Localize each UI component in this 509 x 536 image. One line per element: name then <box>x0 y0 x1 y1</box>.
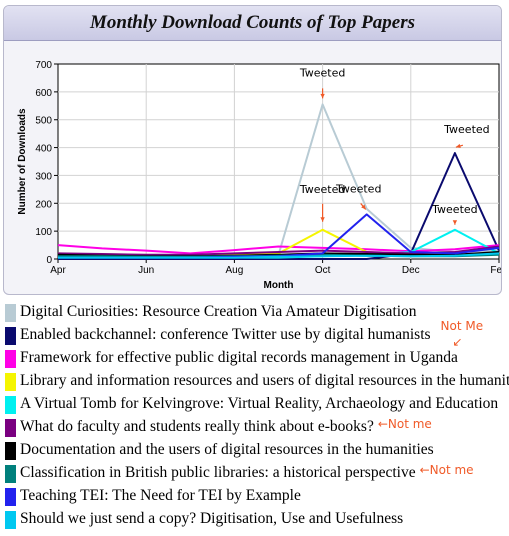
not-me-note: ←Not me <box>420 463 474 477</box>
legend-swatch <box>5 373 16 391</box>
legend-item: Documentation and the users of digital r… <box>5 440 509 463</box>
note-arrow-icon: ← <box>377 417 388 431</box>
chart-title: Monthly Download Counts of Top Papers <box>89 12 415 33</box>
legend-item: A Virtual Tomb for Kelvingrove: Virtual … <box>5 394 509 417</box>
x-tick-label: Apr <box>50 265 66 276</box>
legend-item: Library and information resources and us… <box>5 371 509 394</box>
annotation-label: Tweeted <box>299 66 346 79</box>
legend-item: What do faculty and students really thin… <box>5 417 509 440</box>
chart-panel: Monthly Download Counts of Top Papers 0 1… <box>3 5 502 295</box>
plot-background <box>57 63 500 260</box>
title-bar: Monthly Download Counts of Top Papers <box>4 6 501 41</box>
legend-label: Library and information resources and us… <box>20 372 509 389</box>
annotation-arrowhead <box>320 217 325 222</box>
series-line <box>58 252 500 259</box>
legend-label: Digital Curiosities: Resource Creation V… <box>20 303 417 320</box>
note-text: Not Me <box>440 319 484 333</box>
annotation-label: Tweeted <box>335 182 382 195</box>
legend-swatch <box>5 304 16 322</box>
annotation-arrowhead <box>455 143 461 148</box>
y-tick-label: 0 <box>46 255 52 266</box>
x-axis-label: Month <box>264 280 294 291</box>
legend-swatch <box>5 327 16 345</box>
legend-label: What do faculty and students really thin… <box>20 418 374 435</box>
legend-label: Should we just send a copy? Digitisation… <box>20 510 404 527</box>
y-tick-label: 500 <box>35 116 52 127</box>
x-tick-label: Oct <box>315 265 331 276</box>
not-me-note: ←Not me <box>378 417 432 431</box>
legend-label: A Virtual Tomb for Kelvingrove: Virtual … <box>20 395 499 412</box>
annotation-arrowhead <box>320 93 325 99</box>
annotation-arrowhead <box>361 204 366 210</box>
y-tick-label: 100 <box>35 227 52 238</box>
legend-label: Enabled backchannel: conference Twitter … <box>20 326 431 343</box>
legend-label: Teaching TEI: The Need for TEI by Exampl… <box>20 487 301 504</box>
note-arrow-icon: ← <box>419 463 430 477</box>
legend-swatch <box>5 396 16 414</box>
legend-label: Classification in British public librari… <box>20 464 416 481</box>
y-tick-label: 300 <box>35 171 52 182</box>
annotation-label: Tweeted <box>443 123 490 136</box>
x-tick-label: Aug <box>226 265 244 276</box>
annotation-arrowhead <box>452 220 458 225</box>
x-tick-label: Jun <box>138 265 154 276</box>
series-line <box>57 244 500 255</box>
note-text: Not me <box>429 463 474 477</box>
legend-swatch <box>5 442 16 460</box>
legend-swatch <box>5 465 16 483</box>
legend-label: Documentation and the users of digital r… <box>20 441 434 458</box>
x-tick-label: Feb <box>490 265 502 276</box>
plot-area: 0 100 200 300 400 500 600 700 Apr Jun Aug Oct Dec Feb… <box>17 60 502 291</box>
y-tick-label: 700 <box>35 60 52 71</box>
series-line <box>58 152 500 260</box>
note-text: Not me <box>387 417 432 431</box>
legend: Digital Curiosities: Resource Creation V… <box>5 302 509 532</box>
annotation-label: Tweeted <box>299 183 346 196</box>
legend-item: Teaching TEI: The Need for TEI by Exampl… <box>5 486 509 509</box>
legend-swatch <box>5 488 16 506</box>
annotation-label: Tweeted <box>431 203 478 216</box>
y-tick-label: 400 <box>35 144 52 155</box>
legend-item: Digital Curiosities: Resource Creation V… <box>5 302 509 325</box>
legend-swatch <box>5 350 16 368</box>
y-axis-label: Number of Downloads <box>17 108 28 215</box>
y-tick-label: 200 <box>35 199 52 210</box>
legend-item: Framework for effective public digital r… <box>5 348 509 371</box>
y-tick-label: 600 <box>35 88 52 99</box>
not-me-note: Not Me ↙ <box>440 319 484 349</box>
legend-swatch <box>5 511 16 529</box>
legend-item: Classification in British public librari… <box>5 463 509 486</box>
legend-item: Enabled backchannel: conference Twitter … <box>5 319 509 349</box>
legend-swatch <box>5 419 16 437</box>
legend-label: Framework for effective public digital r… <box>20 349 458 366</box>
note-arrow-icon: ↙ <box>452 335 463 349</box>
legend-item: Should we just send a copy? Digitisation… <box>5 509 509 532</box>
x-tick-label: Dec <box>402 265 420 276</box>
